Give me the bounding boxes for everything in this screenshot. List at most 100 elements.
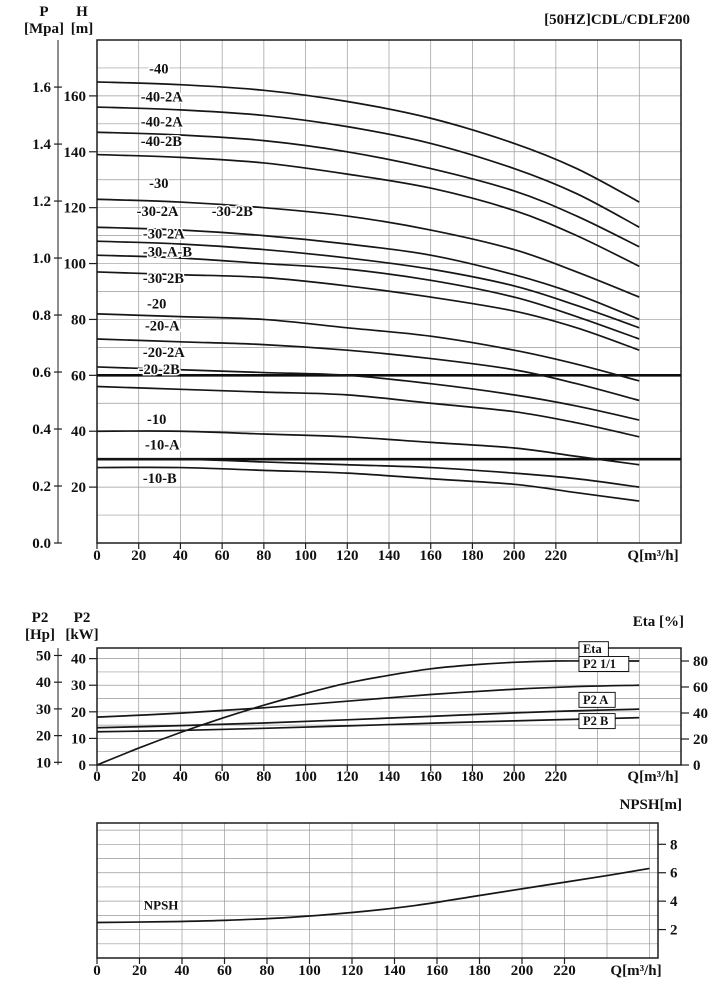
h-tick-label: 140 [64,145,87,161]
hp-tick-label: 50 [36,648,51,664]
curve-NPSH [96,867,650,924]
curve--40-2A [96,106,640,228]
p-tick-label: 0.8 [32,308,51,324]
curve--20-2A [96,366,640,421]
q-tick-label: 140 [378,769,401,785]
q-tick-label: 220 [545,769,568,785]
q-tick-label: 160 [419,769,442,785]
head-flow-chart: 20 40 60 80 100 120 140 160 0.0 0.2 0.4 0.6 0.8 1.0 1.… [32,39,682,564]
curve-label: NPSH [144,898,179,913]
q-tick-label: 80 [256,548,271,564]
p-tick-label: 1.6 [32,80,51,96]
curve--30-2B [96,271,640,351]
curve-label: -30-2A [137,204,179,220]
curve-label: -40 [149,62,168,78]
q-tick-label: 120 [336,548,359,564]
p-tick-label: 0.0 [32,536,51,552]
npsh-tick-label: 8 [670,837,678,853]
h-axis-symbol: H [76,4,88,20]
curve--10-B [96,466,640,502]
p-tick-label: 0.6 [32,365,51,381]
eta-axis-header: Eta [%] [632,614,684,630]
curve-label: -20-A [145,319,180,335]
eta-tick-label: 60 [693,680,708,696]
q-tick-label: 80 [256,769,271,785]
q-tick-label: 60 [215,548,230,564]
curve-label: P2 1/1 [583,657,616,671]
curve--10-A [96,458,640,488]
npsh-axis-header: NPSH[m] [619,797,683,813]
p-tick-label: 0.2 [32,479,51,495]
kw-tick-label: 30 [71,678,86,694]
h-tick-label: 20 [71,480,86,496]
hp-tick-label: 30 [36,702,51,718]
q-tick-label: 20 [131,548,146,564]
curve-Eta [96,660,640,766]
h-tick-label: 40 [71,424,86,440]
q-tick-label: 160 [419,548,442,564]
curve-label: -40-2A [141,89,183,105]
hp-tick-label: 40 [36,675,51,691]
npsh-tick-label: 6 [670,866,678,882]
h-tick-label: 80 [71,312,86,328]
q-tick-label: 80 [260,963,275,979]
q-tick-label: 220 [545,548,568,564]
q-tick-label: 20 [131,769,146,785]
curve-label: Eta [583,642,603,656]
curve-label: P2 A [583,693,608,707]
p-axis-symbol: P [39,4,49,20]
curve--40 [96,81,640,203]
curve-label: -40-2B [141,134,182,150]
p2-kw-axis-header: P2 [kW] [60,610,104,645]
q-tick-label: 100 [294,548,317,564]
q-tick-label: 180 [468,963,491,979]
curve--10 [96,430,640,466]
curve-label: -30-2B [143,271,184,287]
h-tick-label: 100 [64,257,87,273]
curve-label: -30-2A [143,226,185,242]
curve-label: -20-2B [139,362,180,378]
q-tick-label: 60 [217,963,232,979]
curve--30 [96,198,640,298]
p-tick-label: 1.4 [32,137,51,153]
curve-P2 1/1 [96,684,640,718]
p-axis-unit: [Mpa] [24,21,64,38]
q-tick-label: 220 [553,963,576,979]
q-tick-label: 120 [336,769,359,785]
curve-label-box [578,655,630,672]
q-tick-label: 40 [173,769,188,785]
curve-P2 B [96,716,640,733]
curve-label: -30 [149,176,168,192]
npsh-tick-label: 4 [670,894,678,910]
eta-tick-label: 0 [693,758,701,774]
q-tick-label: 20 [132,963,147,979]
curve-label: -10-A [145,437,180,453]
curve--30-2A [96,226,640,321]
curve-label: -40-2A [141,115,183,131]
curve--40-2B [96,153,640,268]
curve-label: P2 B [583,714,608,728]
curve--40-2A [96,131,640,248]
p-tick-label: 1.2 [32,194,51,210]
curve--20-A [96,338,640,402]
curve-label: -30-A-B [143,245,192,261]
eta-tick-label: 80 [693,654,708,670]
p2-kw-symbol: P2 [73,610,91,626]
plot-border [96,822,659,959]
q-tick-label: 180 [461,548,484,564]
curve--30-A-B [96,254,640,340]
p-axis-header: P [Mpa] [22,4,66,39]
q-tick-label: 60 [215,769,230,785]
hp-tick-label: 10 [36,755,51,771]
h-axis-unit: [m] [70,21,94,38]
h-tick-label: 120 [64,201,87,217]
q-tick-label: 40 [173,548,188,564]
chart-title: [50HZ]CDL/CDLF200 [544,12,690,28]
p2-hp-unit: [Hp] [25,627,55,644]
q-tick-label: 0 [93,548,101,564]
q-tick-label: 100 [294,769,317,785]
q-tick-label: 180 [461,769,484,785]
